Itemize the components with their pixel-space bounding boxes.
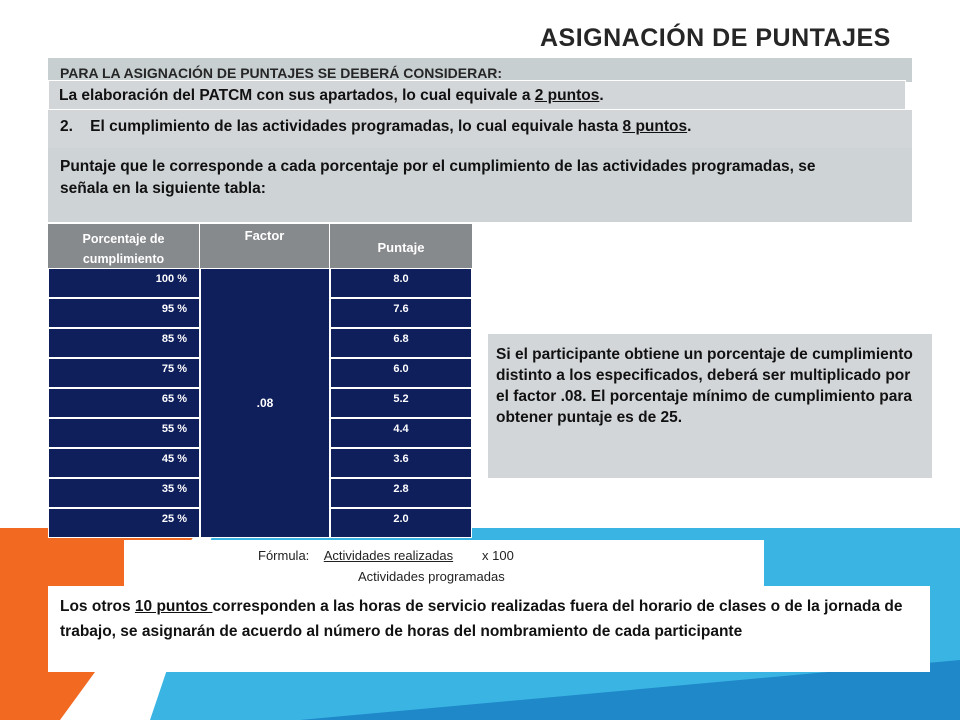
item-1-text-start: La elaboración del PATCM con sus apartad… [59,87,535,104]
item-2-text-end: . [687,118,692,135]
bottom-text-end: corresponden a las horas de servicio rea… [60,598,903,640]
row-score: 6.8 [330,328,472,358]
score-table: Porcentaje de cumplimiento Factor Puntaj… [48,224,472,540]
item-2-points: 8 puntos [622,118,688,135]
row-score: 3.6 [330,448,472,478]
row-score: 7.6 [330,298,472,328]
formula-label: Fórmula: [258,548,310,563]
bottom-box: Los otros 10 puntos corresponden a las h… [48,586,930,672]
row-percent: 100 % [48,268,200,298]
row-percent: 85 % [48,328,200,358]
row-percent: 95 % [48,298,200,328]
table-intro-box: Puntaje que le corresponde a cada porcen… [48,148,912,222]
row-percent: 75 % [48,358,200,388]
note-text: Si el participante obtiene un porcentaje… [496,346,913,426]
item-2-text: 2. El cumplimiento de las actividades pr… [60,118,691,136]
item-1-box: La elaboración del PATCM con sus apartad… [48,80,906,110]
formula-denominator: Actividades programadas [358,569,505,584]
item-1-text-end: . [599,87,604,104]
row-score: 8.0 [330,268,472,298]
bottom-points: 10 puntos [134,598,213,615]
item-1-points: 2 puntos [534,87,600,104]
note-box: Si el participante obtiene un porcentaje… [488,334,932,478]
header-score: Puntaje [330,224,472,268]
row-percent: 35 % [48,478,200,508]
header-percent: Porcentaje de cumplimiento [48,224,200,268]
formula-box: Fórmula: Actividades realizadas x 100 Ac… [124,540,764,586]
header-factor: Factor [200,224,330,268]
factor-cell: .08 [200,268,330,538]
row-percent: 65 % [48,388,200,418]
item-2-text-start: El cumplimiento de las actividades progr… [90,118,623,135]
bottom-text: Los otros 10 puntos corresponden a las h… [60,594,928,644]
formula-multiplier: x 100 [482,548,514,563]
page-title: ASIGNACIÓN DE PUNTAJES [540,24,891,52]
row-score: 4.4 [330,418,472,448]
formula-numerator: Actividades realizadas [323,548,454,563]
formula-line: Fórmula: Actividades realizadas x 100 [258,548,514,563]
item-1-text: La elaboración del PATCM con sus apartad… [59,87,604,105]
row-score: 5.2 [330,388,472,418]
item-2-box: 2. El cumplimiento de las actividades pr… [48,110,912,148]
row-percent: 45 % [48,448,200,478]
row-score: 6.0 [330,358,472,388]
row-score: 2.8 [330,478,472,508]
intro-text: PARA LA ASIGNACIÓN DE PUNTAJES SE DEBERÁ… [60,65,503,81]
intro-banner: PARA LA ASIGNACIÓN DE PUNTAJES SE DEBERÁ… [48,58,912,82]
item-2-number: 2. [60,118,73,135]
row-percent: 55 % [48,418,200,448]
row-percent: 25 % [48,508,200,538]
bottom-text-start: Los otros [60,598,135,615]
table-intro-text: Puntaje que le corresponde a cada porcen… [60,158,816,197]
row-score: 2.0 [330,508,472,538]
